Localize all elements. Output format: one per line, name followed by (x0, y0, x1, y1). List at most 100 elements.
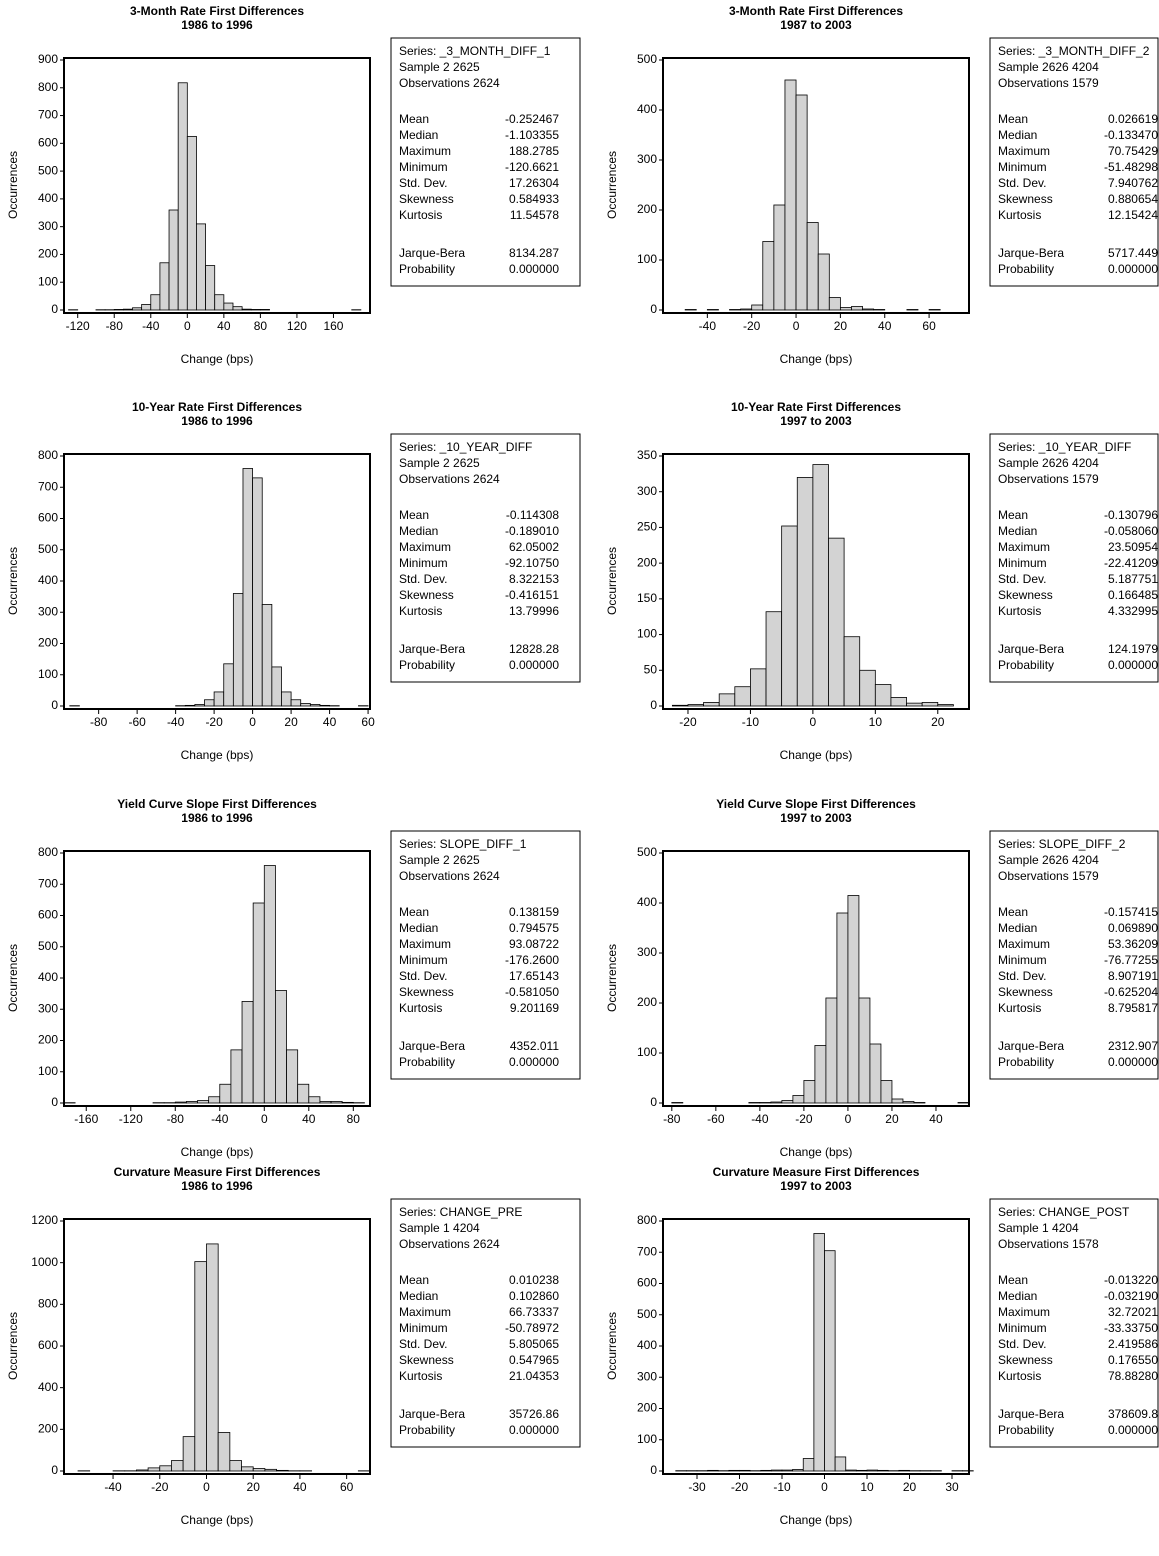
y-tick-label: 0 (650, 698, 657, 712)
stats-label: Jarque-Bera (399, 246, 465, 260)
y-tick-label: 300 (637, 152, 657, 166)
x-tick-label: -80 (90, 715, 108, 729)
y-tick-label: 0 (51, 302, 58, 316)
bar (796, 477, 814, 707)
bar (906, 309, 919, 311)
stats-header: Sample 2 2625 (399, 456, 480, 470)
y-tick-label: 1000 (31, 1255, 58, 1269)
stats-value: 32.72021 (1108, 1305, 1158, 1319)
stats-label: Probability (998, 658, 1054, 672)
stats-label: Std. Dev. (399, 176, 447, 190)
bar (132, 307, 143, 311)
stats-label: Minimum (399, 556, 448, 570)
x-axis-label: Change (bps) (181, 1513, 254, 1527)
stats-value: -33.33750 (1104, 1321, 1158, 1335)
bar (684, 309, 697, 311)
x-tick-label: 40 (293, 1480, 307, 1494)
stats-value: 62.05002 (509, 540, 559, 554)
y-axis-label: Occurrences (605, 151, 619, 219)
stats-label: Mean (399, 1273, 429, 1287)
bar (122, 308, 133, 311)
chart-title: Yield Curve Slope First Differences (716, 797, 916, 811)
stats-header: Series: SLOPE_DIFF_2 (998, 837, 1126, 851)
x-tick-label: -40 (699, 319, 717, 333)
chart-title: 10-Year Rate First Differences (132, 400, 302, 414)
stats-value: 0.547965 (509, 1353, 559, 1367)
stats-label: Mean (998, 1273, 1028, 1287)
stats-value: 70.75429 (1108, 144, 1158, 158)
y-tick-label: 200 (38, 1422, 58, 1436)
x-tick-label: -20 (151, 1480, 169, 1494)
bar (880, 1080, 893, 1104)
bar (259, 309, 270, 311)
stats-value: 0.010238 (509, 1273, 559, 1287)
stats-header: Sample 2 2625 (399, 853, 480, 867)
stats-label: Jarque-Bera (399, 1407, 465, 1421)
stats-label: Skewness (399, 192, 454, 206)
stats-value: -76.77255 (1104, 953, 1158, 967)
stats-label: Jarque-Bera (998, 642, 1064, 656)
stats-label: Median (399, 1289, 438, 1303)
bar (341, 1101, 354, 1104)
stats-label: Probability (399, 1423, 455, 1437)
stats-value: 188.2785 (509, 144, 559, 158)
y-tick-label: 100 (38, 667, 58, 681)
chart-subtitle: 1986 to 1996 (181, 1179, 253, 1193)
x-tick-label: -20 (795, 1112, 813, 1126)
x-tick-label: -30 (688, 1480, 706, 1494)
stats-header: Sample 2 2625 (399, 60, 480, 74)
bar (159, 262, 170, 311)
x-tick-label: 40 (878, 319, 892, 333)
stats-label: Maximum (399, 1305, 451, 1319)
stats-label: Maximum (998, 937, 1050, 951)
bar (174, 1101, 187, 1104)
stats-value: 17.65143 (509, 969, 559, 983)
bar (825, 997, 838, 1104)
histogram-panel: Yield Curve Slope First Differences1997 … (605, 797, 1159, 1159)
stats-value: 12828.28 (509, 642, 559, 656)
bar (858, 997, 871, 1104)
bar (242, 468, 254, 707)
x-tick-label: 120 (287, 319, 307, 333)
bar (874, 684, 892, 707)
bar (781, 1100, 794, 1104)
x-tick-label: 40 (302, 1112, 316, 1126)
bar (718, 693, 736, 707)
bar (232, 306, 243, 311)
bar (891, 1098, 904, 1104)
stats-label: Mean (998, 905, 1028, 919)
stats-label: Kurtosis (399, 208, 442, 222)
y-axis-label: Occurrences (6, 547, 20, 615)
bar (803, 1080, 816, 1104)
stats-value: 12.15424 (1108, 208, 1158, 222)
bar (792, 1095, 805, 1104)
stats-label: Minimum (399, 953, 448, 967)
y-tick-label: 200 (637, 995, 657, 1009)
y-tick-label: 1200 (31, 1213, 58, 1227)
stats-value: -0.130796 (1104, 508, 1158, 522)
x-tick-label: 40 (217, 319, 231, 333)
bar (223, 302, 234, 311)
bar (781, 525, 798, 707)
bar (928, 309, 941, 311)
stats-header: Observations 2624 (399, 1237, 500, 1251)
x-tick-label: -80 (167, 1112, 185, 1126)
stats-value: 124.1979 (1108, 642, 1158, 656)
stats-label: Mean (399, 112, 429, 126)
bar (671, 1102, 684, 1104)
bar (739, 1469, 751, 1472)
stats-label: Jarque-Bera (399, 642, 465, 656)
stats-header: Observations 1579 (998, 472, 1099, 486)
y-axis-label: Occurrences (6, 151, 20, 219)
bar (150, 294, 161, 311)
stats-value: -22.41209 (1104, 556, 1158, 570)
stats-label: Kurtosis (998, 1001, 1041, 1015)
stats-value: 0.000000 (1108, 658, 1158, 672)
chart-title: 3-Month Rate First Differences (729, 4, 903, 18)
y-tick-label: 0 (650, 1095, 657, 1109)
y-tick-label: 100 (38, 274, 58, 288)
chart-subtitle: 1997 to 2003 (780, 414, 852, 428)
chart-title: Curvature Measure First Differences (713, 1165, 920, 1179)
stats-value: 9.201169 (510, 1001, 559, 1015)
